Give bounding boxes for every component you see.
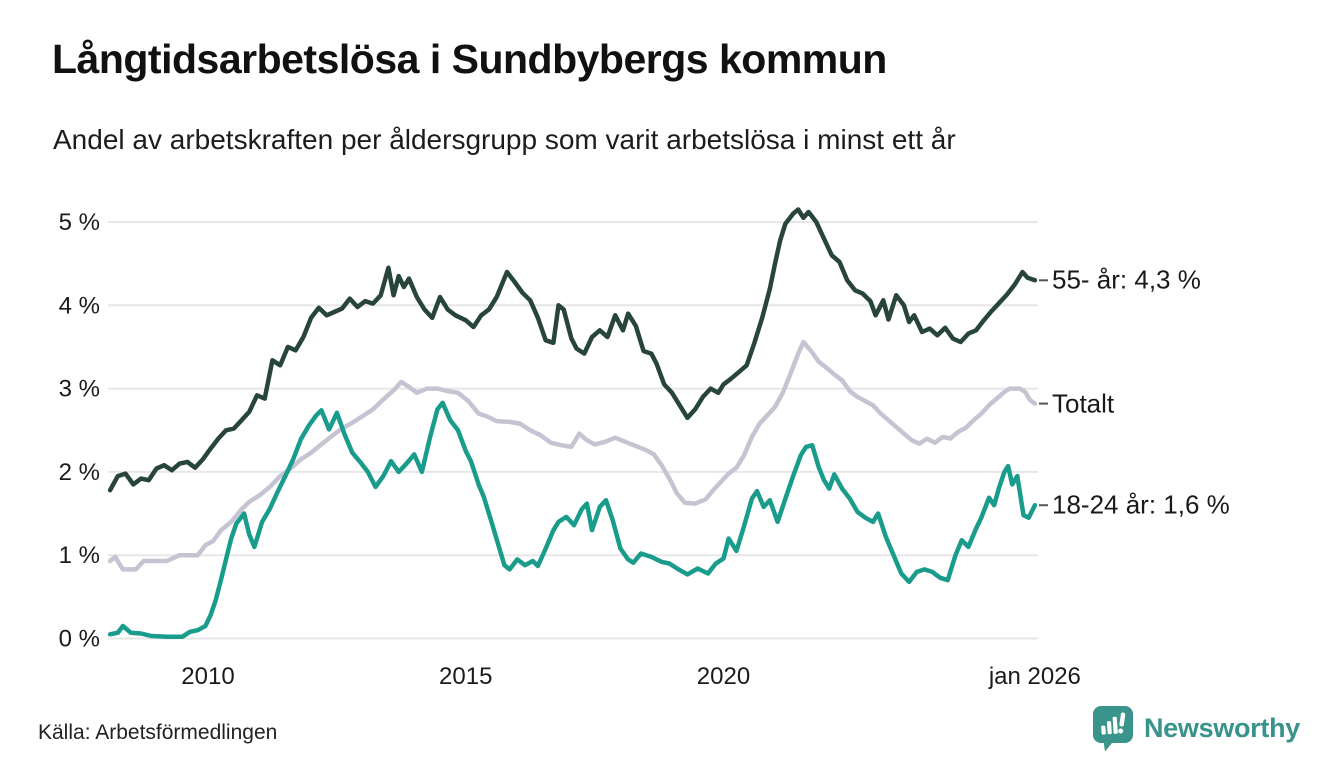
series-end-label-55- år: 55- år: 4,3 % (1052, 264, 1201, 295)
exclamation-glyph (1118, 712, 1126, 734)
series-line-18-24 år (107, 400, 1038, 640)
x-axis-tick-label: 2010 (181, 663, 234, 690)
series-end-label-Totalt: Totalt (1052, 388, 1115, 419)
x-axis-tick-label: 2020 (697, 663, 750, 690)
series-end-label-18-24 år: 18-24 år: 1,6 % (1052, 489, 1230, 520)
series-line-Totalt (107, 339, 1038, 572)
mini-bar-chart-glyph (1101, 712, 1126, 735)
x-axis-tick-label: 2015 (439, 663, 492, 690)
chart-title: Långtidsarbetslösa i Sundbybergs kommun (52, 36, 887, 82)
series-line-55- år (107, 207, 1038, 493)
y-axis-tick-label: 1 % (59, 542, 100, 569)
y-axis-tick-label: 2 % (59, 459, 100, 486)
y-axis-tick-label: 5 % (59, 209, 100, 236)
chart-subtitle: Andel av arbetskraften per åldersgrupp s… (53, 124, 956, 155)
speech-bubble-shape (1092, 706, 1133, 752)
y-axis-tick-label: 0 % (59, 626, 100, 653)
y-axis-tick-label: 4 % (59, 292, 100, 319)
source-note: Källa: Arbetsförmedlingen (38, 721, 278, 744)
newsworthy-wordmark: Newsworthy (1143, 712, 1300, 743)
newsworthy-brand[interactable]: Newsworthy (1091, 704, 1300, 752)
newsworthy-logo-icon (1092, 706, 1133, 752)
y-axis-tick-label: 3 % (59, 376, 100, 403)
x-axis-tick-label: jan 2026 (988, 663, 1081, 690)
